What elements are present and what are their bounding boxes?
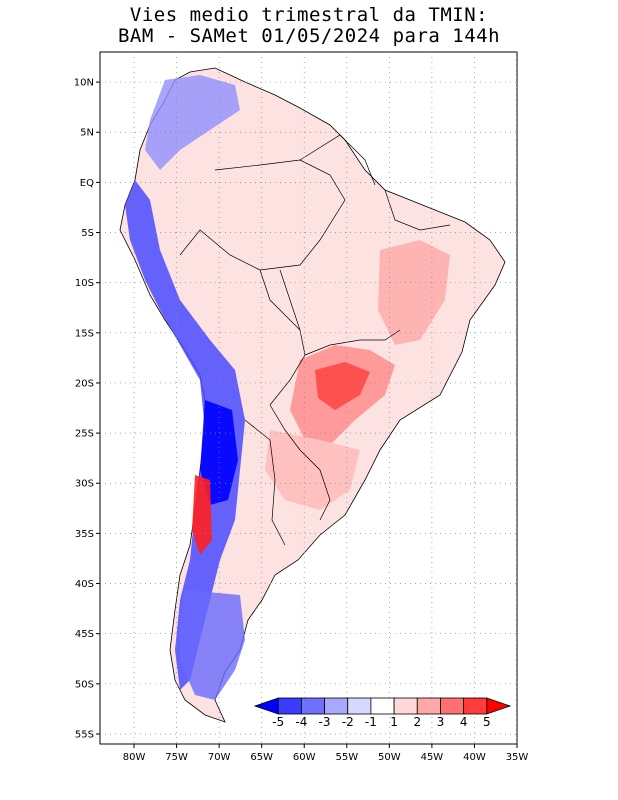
longitude-axis: 80W 75W 70W 65W 60W 55W 50W 45W 40W 35W [123,744,529,763]
colorbar-swatch [347,697,372,715]
country-borders [179,134,451,546]
lat-tick-label: 35S [75,529,94,540]
colorbar-swatch [300,697,325,715]
colorbar-swatch [324,697,349,715]
lat-tick-label: 15S [75,328,94,339]
map-content [119,67,506,723]
warm-bias-core [315,362,370,410]
lon-tick-label: 80W [123,752,146,763]
lon-tick-label: 55W [335,752,358,763]
colorbar-label: -1 [365,715,377,729]
warm-bias-chile-coast [192,475,212,555]
colorbar-label: 5 [483,715,491,729]
colorbar-label: -4 [295,715,307,729]
lon-tick-label: 35W [506,752,529,763]
lon-tick-label: 40W [463,752,486,763]
lat-tick-label: 30S [75,479,94,490]
colorbar-swatch [463,697,488,715]
lon-tick-label: 50W [378,752,401,763]
latitude-axis: 10N 5N EQ 5S 10S 15S 20S 25S 30S 35S 40S 45S 50S 55S [74,78,100,740]
colorbar-swatch [416,697,441,715]
lat-tick-label: 45S [75,629,94,640]
colorbar-swatch [370,697,395,715]
lat-tick-label: 10S [75,278,94,289]
colorbar-swatch [393,697,418,715]
lat-tick-label: 55S [75,729,94,740]
colorbar-swatch [277,697,302,715]
colorbar-label: 2 [413,715,421,729]
lat-tick-label: 5S [81,228,94,239]
warm-bias-northeast [378,240,450,345]
map-grid [100,52,517,744]
lon-tick-label: 75W [165,752,188,763]
lon-tick-label: 65W [250,752,273,763]
lon-tick-label: 70W [208,752,231,763]
lat-tick-label: 10N [74,78,94,89]
lat-tick-label: 25S [75,429,94,440]
lat-tick-label: 5N [80,128,94,139]
colorbar-label: 3 [437,715,445,729]
colorbar-label: -3 [319,715,331,729]
lat-tick-label: 40S [75,579,94,590]
cold-bias-patagonia [180,590,245,700]
lat-tick-label: 20S [75,378,94,389]
colorbar-label: 1 [390,715,398,729]
cold-bias-andes [125,180,245,690]
map-title-line2: BAM - SAMet 01/05/2024 para 144h [117,25,501,47]
colorbar-label: -2 [342,715,354,729]
colorbar-end-high [486,697,512,715]
cold-bias-north-andes [145,75,240,170]
colorbar-label: 4 [460,715,468,729]
colorbar-swatch [440,697,465,715]
colorbar: -5 -4 -3 -2 -1 1 2 3 4 5 [253,697,512,729]
lat-tick-label: EQ [80,178,94,189]
lon-tick-label: 45W [421,752,444,763]
lon-tick-label: 60W [293,752,316,763]
colorbar-label: -5 [272,715,284,729]
map-title-line1: Vies medio trimestral da TMIN: [129,4,489,26]
warm-bias-south [265,430,360,510]
lat-tick-label: 50S [75,679,94,690]
